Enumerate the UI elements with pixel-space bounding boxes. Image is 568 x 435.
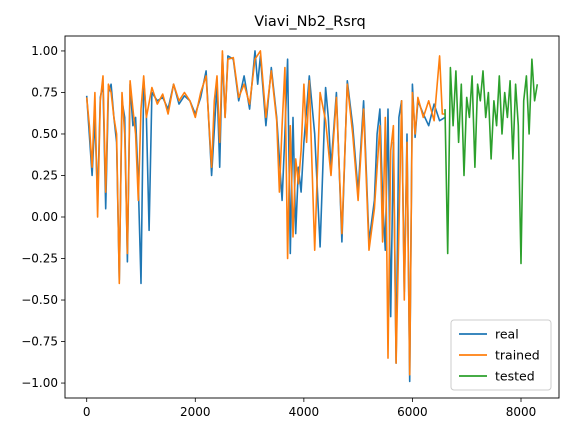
y-tick-label: −0.50 [21,293,58,307]
x-tick-label: 0 [83,405,91,419]
x-tick-label: 8000 [506,405,537,419]
legend-label-tested: tested [495,369,535,384]
legend: real trained tested [450,319,552,391]
y-tick-label: 0.00 [31,210,58,224]
x-axis: 0 2000 4000 6000 8000 [83,398,536,419]
x-tick-label: 6000 [397,405,428,419]
series-line-trained [85,50,445,376]
legend-label-trained: trained [495,348,540,363]
y-tick-label: 0.50 [31,127,58,141]
series-line-tested [444,58,539,265]
series-line-real [85,50,446,383]
y-tick-label: 0.75 [31,85,58,99]
y-tick-label: 0.25 [31,168,58,182]
y-tick-label: 1.00 [31,44,58,58]
series-lines [85,50,539,383]
y-tick-label: −0.75 [21,335,58,349]
y-tick-label: −0.25 [21,252,58,266]
y-tick-label: −1.00 [21,376,58,390]
legend-box [450,319,552,391]
y-axis: 1.00 0.75 0.50 0.25 0.00 −0.25 −0.50 −0.75 −1.00 [21,44,65,390]
legend-label-real: real [495,327,519,342]
x-tick-label: 4000 [289,405,320,419]
x-tick-label: 2000 [180,405,211,419]
chart-title: Viavi_Nb2_Rsrq [254,14,365,30]
